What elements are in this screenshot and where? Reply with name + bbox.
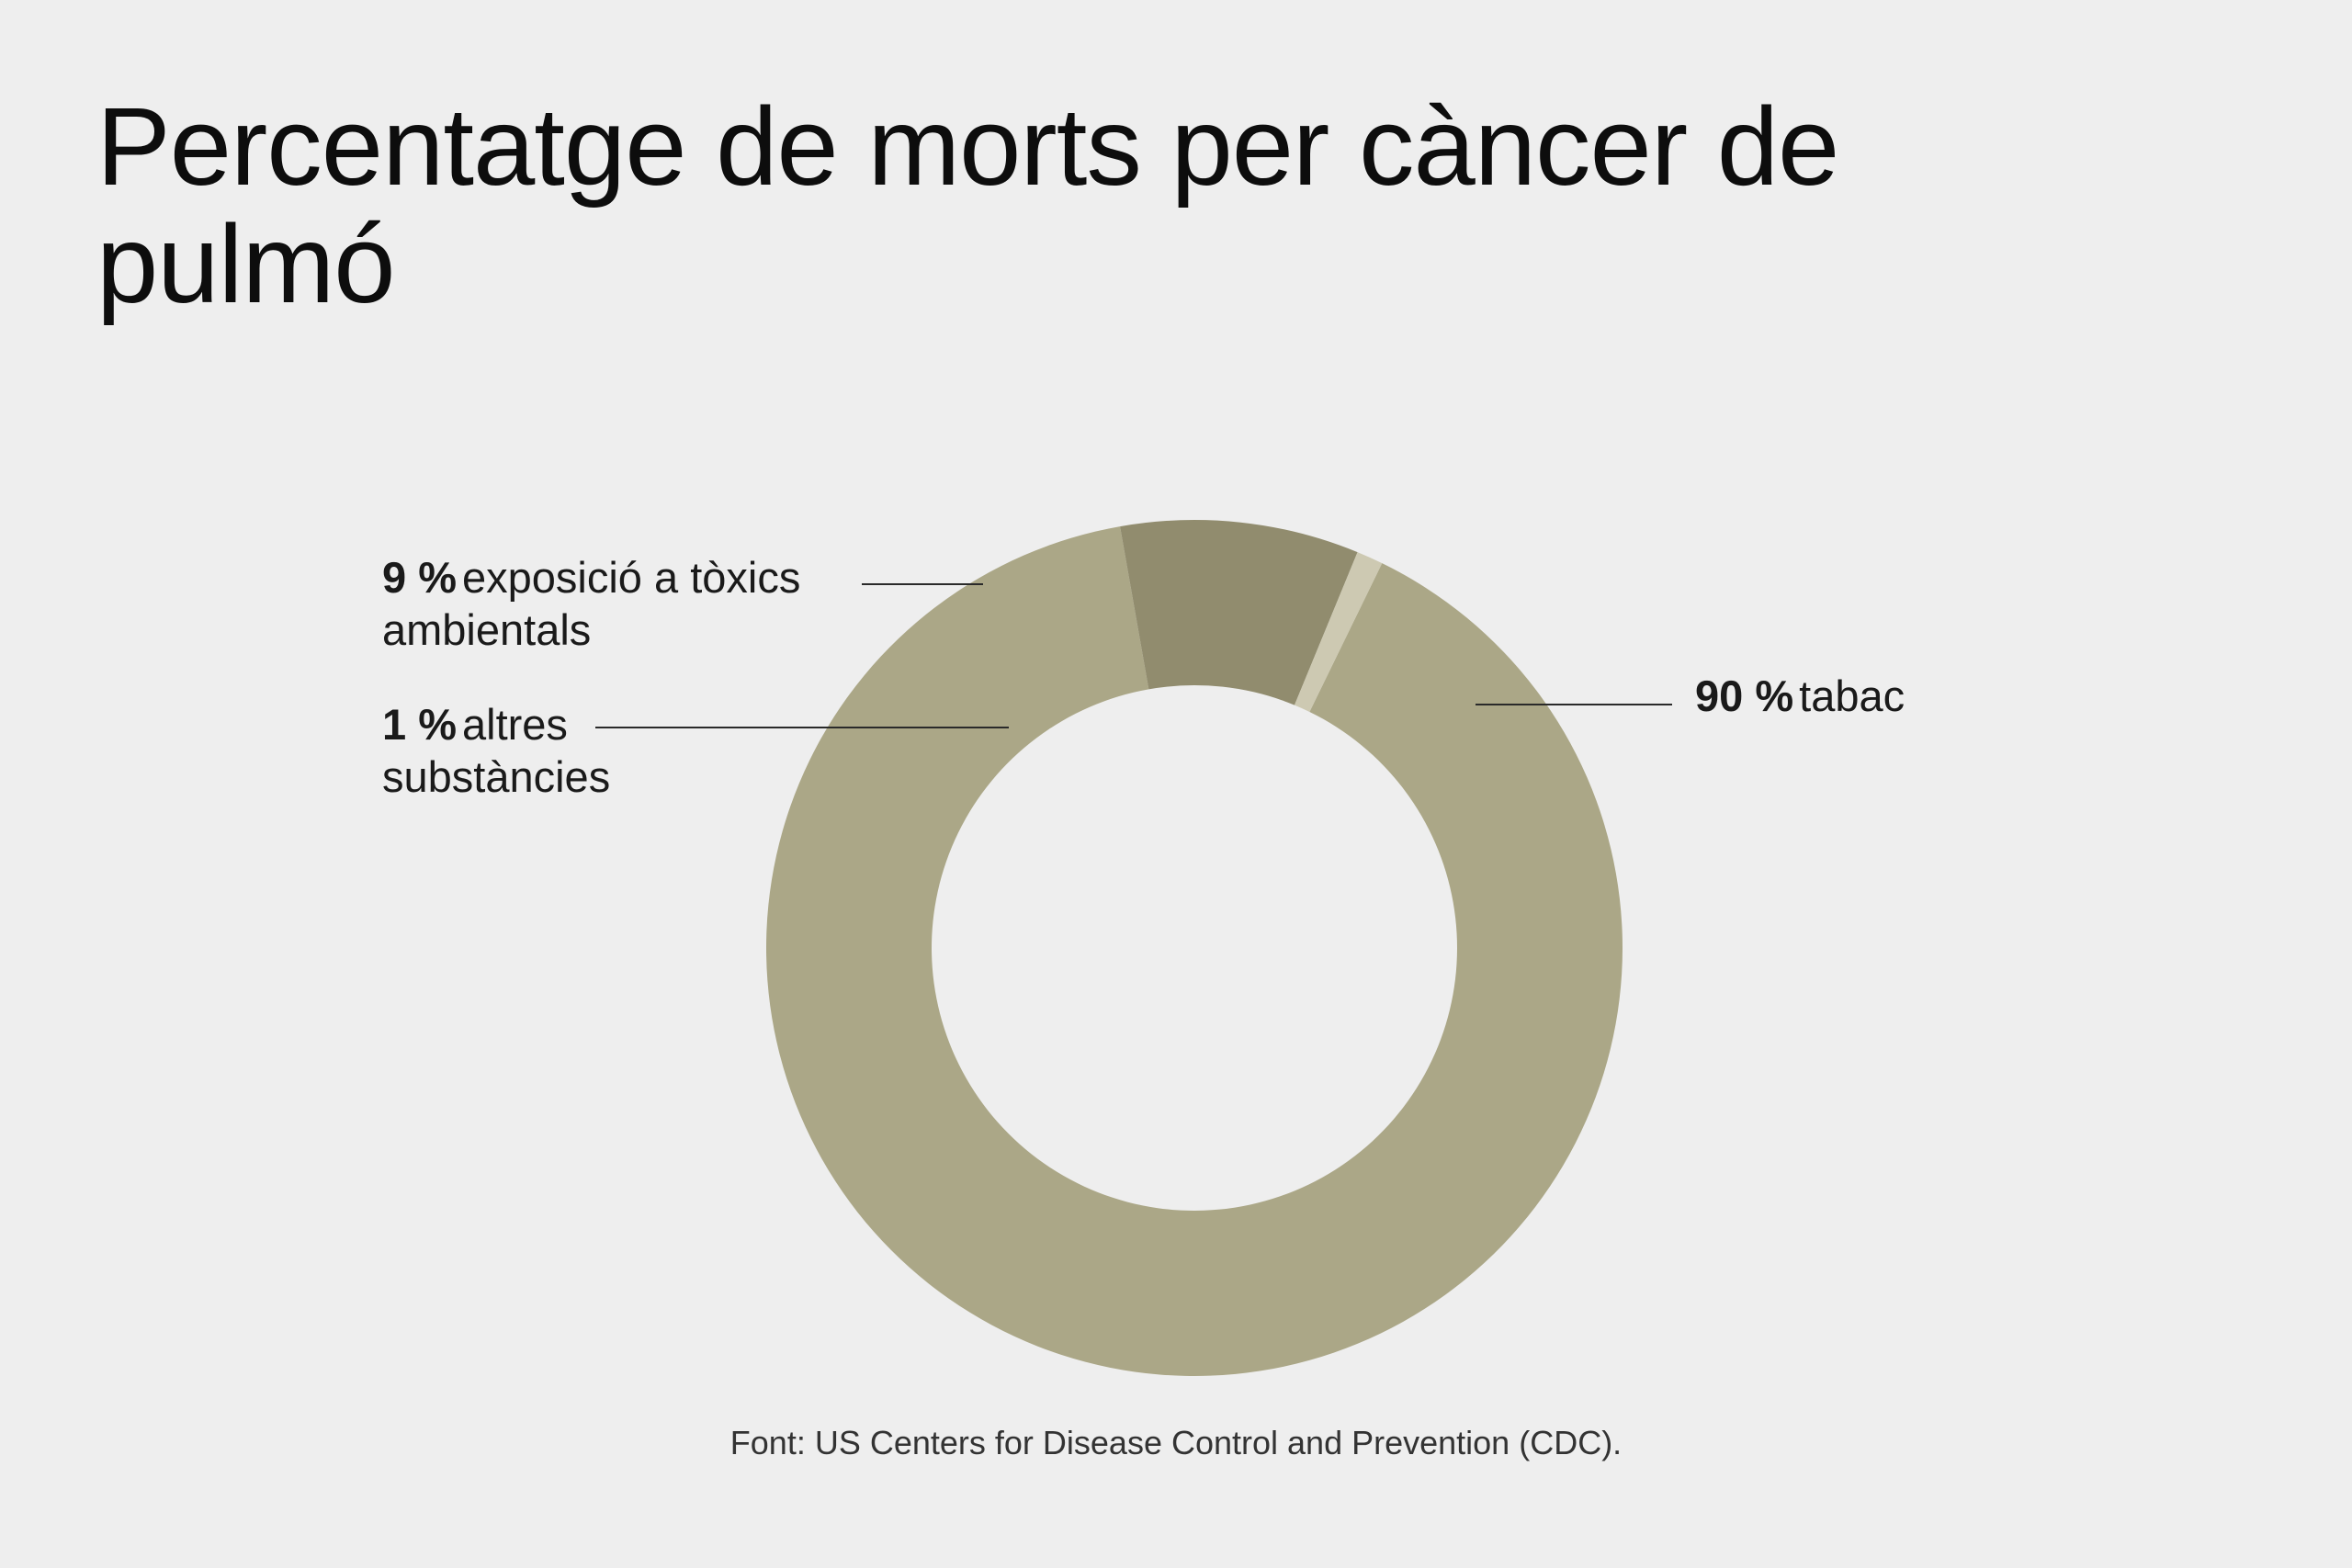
donut-slice-2: [1294, 552, 1383, 712]
pct-exposicio: 9 %: [382, 553, 457, 602]
chart-title: Percentatge de morts per càncer de pulmó: [96, 84, 1839, 326]
name-exposicio-line2: ambientals: [382, 605, 592, 654]
donut-slice-1: [1120, 520, 1358, 705]
donut-slices: [765, 520, 1623, 1376]
pct-tabac: 90 %: [1695, 671, 1794, 720]
name-altres-line1: altres: [462, 700, 568, 749]
label-exposicio: 9 % exposició a tòxics ambientals: [382, 551, 800, 656]
donut-slice-0: [765, 526, 1623, 1376]
pct-altres: 1 %: [382, 700, 457, 749]
leader-lines: [595, 583, 1672, 728]
label-tabac: 90 % tabac: [1695, 670, 1905, 722]
name-exposicio-line1: exposició a tòxics: [462, 553, 801, 602]
label-altres: 1 % altres substàncies: [382, 698, 610, 803]
name-altres-line2: substàncies: [382, 752, 611, 801]
name-tabac: tabac: [1799, 671, 1905, 720]
source-note: Font: US Centers for Disease Control and…: [729, 1424, 1623, 1461]
